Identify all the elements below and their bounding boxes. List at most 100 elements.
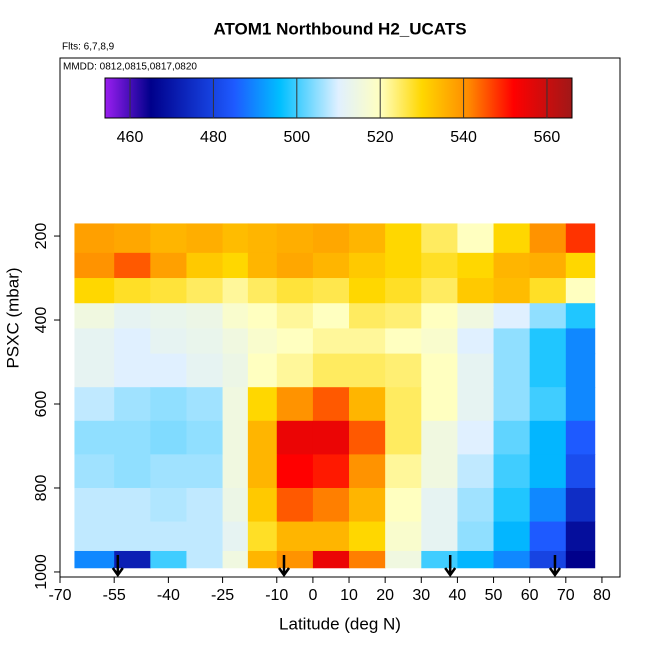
heat-cell (150, 420, 187, 455)
heat-cell (222, 550, 249, 569)
heat-cell (349, 252, 386, 279)
colorbar-tick-label: 500 (283, 129, 310, 146)
heat-cell (222, 420, 249, 455)
y-axis-label: PSXC (mbar) (3, 267, 22, 368)
y-tick-label: 400 (33, 307, 50, 334)
heat-cell (457, 223, 495, 254)
heat-cell (74, 278, 115, 304)
heat-cell (421, 223, 458, 254)
heat-cell (565, 487, 596, 523)
heat-cell (222, 328, 249, 355)
heat-cell (385, 278, 422, 304)
heat-cell (186, 353, 224, 388)
heat-cell (186, 328, 224, 355)
heat-cell (457, 387, 495, 422)
heat-cell (74, 454, 115, 489)
heat-cell (529, 328, 567, 355)
heat-cell (74, 252, 115, 279)
heat-cell (276, 303, 314, 329)
heat-cell (74, 223, 115, 254)
heat-cell (421, 328, 458, 355)
heat-cell (222, 387, 249, 422)
heat-cell (457, 278, 495, 304)
arrow (277, 555, 291, 578)
heat-cell (349, 303, 386, 329)
heat-cell (349, 223, 386, 254)
heat-cell (421, 487, 458, 523)
heat-cell (186, 550, 224, 569)
heat-cell (276, 487, 314, 523)
heat-cell (276, 420, 314, 455)
heat-cell (114, 550, 151, 569)
heat-cell (247, 550, 278, 569)
heat-cell (385, 487, 422, 523)
heat-cell (74, 420, 115, 455)
heat-cell (276, 353, 314, 388)
colorbar-tick-label: 520 (367, 129, 394, 146)
heat-cell (565, 420, 596, 455)
heat-cell (276, 328, 314, 355)
heat-cell (312, 387, 350, 422)
heat-cell (114, 487, 151, 523)
heat-cell (565, 550, 596, 569)
heat-cell (222, 454, 249, 489)
heat-cell (385, 420, 422, 455)
heat-cell (247, 223, 278, 254)
heat-cell (529, 387, 567, 422)
heat-cell (493, 550, 531, 569)
heat-cell (493, 303, 531, 329)
x-tick-label: 30 (412, 587, 430, 604)
colorbar-tick-label: 460 (117, 129, 144, 146)
heat-cell (276, 252, 314, 279)
arrow (444, 555, 457, 578)
heat-cell (74, 328, 115, 355)
x-tick-label: 0 (308, 587, 317, 604)
heat-cell (276, 278, 314, 304)
heat-cell (312, 328, 350, 355)
heat-cell (493, 328, 531, 355)
heat-cell (421, 550, 458, 569)
heat-cell (349, 387, 386, 422)
heat-cell (114, 223, 151, 254)
colorbar (104, 77, 573, 119)
heat-cell (312, 252, 350, 279)
heat-cell (529, 252, 567, 279)
heat-cell (457, 487, 495, 523)
heat-cell (150, 252, 187, 279)
heat-cell (349, 454, 386, 489)
heat-cell (529, 223, 567, 254)
x-tick-label: 40 (449, 587, 467, 604)
heat-cell (312, 303, 350, 329)
heat-cell (247, 420, 278, 455)
heat-cell (74, 487, 115, 523)
heat-cell (186, 521, 224, 552)
heat-cell (349, 550, 386, 569)
heat-cell (114, 420, 151, 455)
heat-cell (150, 303, 187, 329)
heat-cell (114, 387, 151, 422)
heat-cell (457, 454, 495, 489)
heat-cell (529, 487, 567, 523)
heat-cell (222, 303, 249, 329)
heat-cell (247, 387, 278, 422)
chart-title: ATOM1 Northbound H2_UCATS (213, 19, 466, 38)
heat-cell (421, 420, 458, 455)
heat-cell (493, 353, 531, 388)
heat-cell (247, 303, 278, 329)
heat-cell (186, 303, 224, 329)
heat-cell (349, 521, 386, 552)
heat-cell (421, 521, 458, 552)
heat-cell (529, 550, 567, 569)
heat-cell (222, 278, 249, 304)
y-tick-label: 200 (33, 223, 50, 250)
x-tick-label: 10 (340, 587, 358, 604)
heat-cell (421, 303, 458, 329)
heat-cell (493, 454, 531, 489)
x-tick-label: -10 (265, 587, 288, 604)
colorbar-tick-label: 480 (200, 129, 227, 146)
y-tick-label: 600 (33, 391, 50, 418)
heat-cell (312, 353, 350, 388)
heat-cell (457, 303, 495, 329)
x-tick-label: 60 (521, 587, 539, 604)
heat-cell (385, 223, 422, 254)
